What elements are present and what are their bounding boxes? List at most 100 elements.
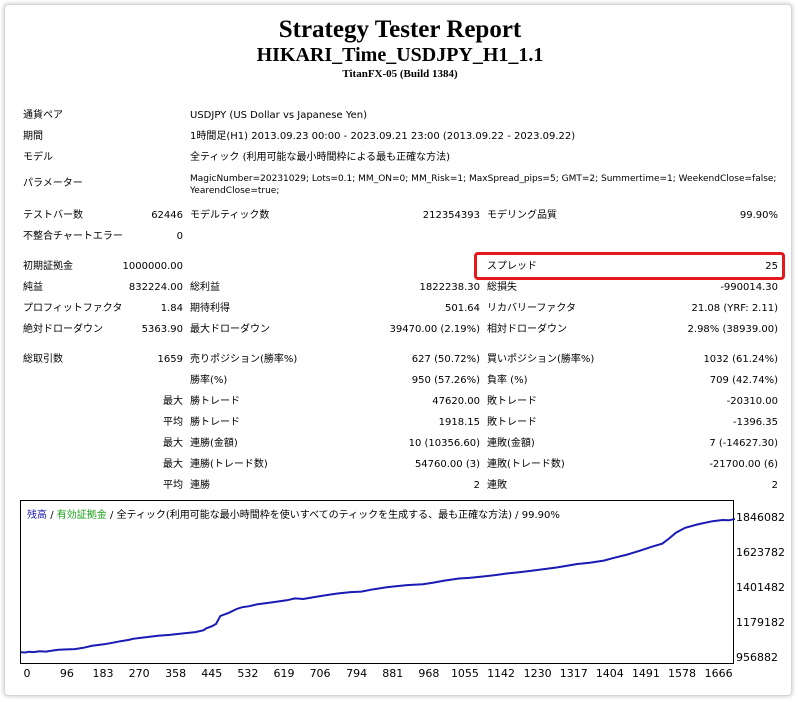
- total-trades-label: 総取引数: [23, 354, 63, 365]
- win-pct-value: 950 (57.26%): [411, 375, 480, 386]
- y-tick-label: 1179182: [736, 616, 785, 629]
- win-pct-label: 勝率(%): [190, 375, 228, 386]
- x-tick-label: 532: [237, 667, 259, 680]
- params-line-1: MagicNumber=20231029; Lots=0.1; MM_ON=0;…: [190, 174, 777, 184]
- legend-separator: /: [50, 510, 54, 521]
- deposit-value: 1000000.00: [122, 261, 183, 272]
- mismatch-value: 0: [176, 231, 183, 242]
- cons-losses-label: 連敗(金額): [487, 438, 535, 449]
- largest-win-value: 47620.00: [432, 396, 480, 407]
- report-subtitle: HIKARI_Time_USDJPY_H1_1.1: [256, 44, 544, 66]
- x-tick-label: 445: [201, 667, 223, 680]
- max-drawdown-label: 最大ドローダウン: [190, 324, 270, 335]
- spread-value: 25: [765, 261, 778, 272]
- abs-drawdown-label: 絶対ドローダウン: [23, 324, 103, 335]
- balance-line: [21, 518, 735, 654]
- cons-loss-label: 連敗(トレード数): [487, 459, 565, 470]
- x-tick-label: 1317: [559, 667, 588, 680]
- x-tick-label: 881: [382, 667, 404, 680]
- x-tick-label: 1055: [450, 667, 479, 680]
- x-tick-label: 0: [23, 667, 31, 680]
- profit-factor-value: 1.84: [160, 303, 183, 314]
- largest-loss-label: 敗トレード: [487, 396, 537, 407]
- x-tick-label: 1230: [523, 667, 552, 680]
- x-tick-label: 968: [418, 667, 440, 680]
- largest-label: 最大: [163, 396, 183, 407]
- largest-win-label: 勝トレード: [190, 396, 240, 407]
- model-label: モデル: [23, 152, 53, 163]
- ticks-value: 212354393: [422, 210, 480, 221]
- x-tick-label: 270: [128, 667, 150, 680]
- max-cons-label: 最大: [163, 438, 183, 449]
- period-label: 期間: [23, 131, 43, 142]
- short-positions-label: 売りポジション(勝率%): [190, 354, 298, 365]
- avg-win-value: 1918.15: [438, 417, 480, 428]
- symbol-value: USDJPY (US Dollar vs Japanese Yen): [190, 110, 368, 121]
- net-profit-value: 832224.00: [128, 282, 183, 293]
- x-tick-label: 1578: [668, 667, 697, 680]
- report-table: 通貨ペア USDJPY (US Dollar vs Japanese Yen) …: [23, 110, 785, 491]
- total-trades-value: 1659: [157, 354, 183, 365]
- short-positions-value: 627 (50.72%): [411, 354, 480, 365]
- mismatch-label: 不整合チャートエラー: [23, 231, 123, 242]
- avg-cons-losses-label: 連敗: [487, 480, 507, 491]
- gross-profit-value: 1822238.30: [419, 282, 480, 293]
- x-tick-label: 1142: [487, 667, 516, 680]
- loss-pct-value: 709 (42.74%): [709, 375, 778, 386]
- balance-chart: 残高 / 有効証拠金 / 全ティック(利用可能な最小時間枠を使いすべてのティック…: [20, 500, 790, 688]
- avg-cons-wins-label: 連勝: [190, 480, 210, 491]
- y-tick-label: 956882: [736, 651, 778, 664]
- x-tick-label: 358: [165, 667, 187, 680]
- legend-equity: 有効証拠金: [56, 510, 107, 521]
- quality-label: モデリング品質: [487, 210, 557, 221]
- x-tick-label: 794: [346, 667, 368, 680]
- avg-win-label: 勝トレード: [190, 417, 240, 428]
- chart-svg: [21, 518, 735, 654]
- long-positions-value: 1032 (61.24%): [703, 354, 778, 365]
- y-tick-label: 1846082: [736, 511, 785, 524]
- cons-wins-value: 10 (10356.60): [408, 438, 480, 449]
- avg-cons-label: 平均: [163, 480, 183, 491]
- avg-loss-value: -1396.35: [733, 417, 778, 428]
- deposit-label: 初期証拠金: [23, 261, 73, 272]
- largest-loss-value: -20310.00: [726, 396, 778, 407]
- ticks-label: モデルティック数: [190, 210, 270, 221]
- gross-loss-label: 総損失: [487, 282, 517, 293]
- recovery-factor-label: リカバリーファクタ: [487, 303, 576, 314]
- x-tick-label: 183: [92, 667, 114, 680]
- legend-balance: 残高: [27, 510, 47, 521]
- x-tick-label: 619: [273, 667, 295, 680]
- x-tick-label: 1491: [631, 667, 660, 680]
- loss-pct-label: 負率 (%): [487, 375, 528, 386]
- legend-description: / 全ティック(利用可能な最小時間枠を使いすべてのティックを生成する、最も正確な…: [109, 510, 560, 521]
- x-tick-label: 96: [59, 667, 74, 680]
- server-build: TitanFX-05 (Build 1384): [342, 68, 458, 80]
- model-value: 全ティック (利用可能な最小時間枠による最も正確な方法): [190, 152, 451, 163]
- profit-factor-label: プロフィットファクタ: [23, 303, 123, 314]
- cons-profit-value: 54760.00 (3): [414, 459, 480, 470]
- avg-cons-losses-value: 2: [771, 480, 778, 491]
- gross-loss-value: -990014.30: [720, 282, 778, 293]
- quality-value: 99.90%: [739, 210, 778, 221]
- gross-profit-label: 総利益: [190, 282, 220, 293]
- max-cons-count-label: 最大: [163, 459, 183, 470]
- avg-loss-label: 敗トレード: [487, 417, 537, 428]
- bars-value: 62446: [151, 210, 183, 221]
- cons-losses-value: 7 (-14627.30): [709, 438, 778, 449]
- chart-plot-area: 残高 / 有効証拠金 / 全ティック(利用可能な最小時間枠を使いすべてのティック…: [20, 500, 735, 664]
- y-tick-label: 1623782: [736, 546, 785, 559]
- expected-payoff-label: 期待利得: [190, 303, 230, 314]
- average-label: 平均: [163, 417, 183, 428]
- expected-payoff-value: 501.64: [445, 303, 480, 314]
- rel-drawdown-label: 相対ドローダウン: [487, 324, 567, 335]
- spread-highlight-box: [474, 252, 785, 280]
- y-tick-label: 1401482: [736, 581, 785, 594]
- x-tick-label: 706: [309, 667, 331, 680]
- x-tick-label: 1404: [595, 667, 624, 680]
- spread-label: スプレッド: [487, 261, 537, 272]
- bars-label: テストバー数: [23, 210, 83, 221]
- cons-profit-label: 連勝(トレード数): [190, 459, 268, 470]
- long-positions-label: 買いポジション(勝率%): [487, 354, 595, 365]
- x-tick-label: 1666: [704, 667, 733, 680]
- max-drawdown-value: 39470.00 (2.19%): [389, 324, 480, 335]
